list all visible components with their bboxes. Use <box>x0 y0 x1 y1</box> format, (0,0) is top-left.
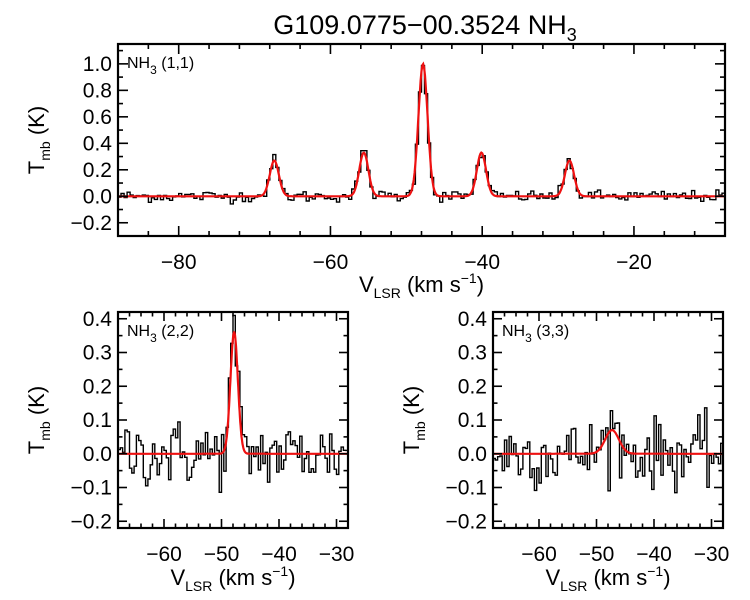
panel-label: NH3 (2,2) <box>127 323 194 345</box>
y-tick-label: −0.2 <box>71 510 112 533</box>
y-tick-label: 0.4 <box>83 308 113 331</box>
y-tick-label: 0.4 <box>83 132 113 155</box>
x-axis-label: VLSR (km s−1) <box>359 270 484 301</box>
x-axis-label: VLSR (km s−1) <box>170 563 295 594</box>
x-tick-label: −60 <box>146 543 182 566</box>
x-axis-label: VLSR (km s−1) <box>545 563 670 594</box>
panel-nh3-33: −60 −50 −40 −30 −0.2 −0.1 0.0 0.1 0.2 0.3 0.4 NH3 (… <box>399 308 729 594</box>
x-tick-label: −40 <box>464 251 500 274</box>
y-tick-label: −0.2 <box>446 510 487 533</box>
x-tick-label: −30 <box>319 543 355 566</box>
x-tick-label: −60 <box>521 543 557 566</box>
fit-curve-line <box>118 61 725 198</box>
x-tick-label: −60 <box>313 251 349 274</box>
x-tick-label: −40 <box>636 543 672 566</box>
y-tick-label: 0.2 <box>83 375 112 398</box>
panel-nh3-22: −60 −50 −40 −30 −0.2 −0.1 0.0 0.1 0.2 0.3 0.4 NH3 (… <box>24 308 354 594</box>
y-tick-label: 0.3 <box>83 342 112 365</box>
y-tick-label: −0.2 <box>71 212 112 235</box>
y-tick-label: −0.1 <box>446 477 487 500</box>
x-tick-label: −30 <box>694 543 730 566</box>
y-tick-label: 0.0 <box>458 443 487 466</box>
y-axis-label: Tmb (K) <box>24 386 53 454</box>
x-tick-label: −50 <box>204 543 240 566</box>
y-tick-label: −0.1 <box>71 477 112 500</box>
observed-spectrum-line <box>118 314 348 493</box>
y-tick-label: 0.6 <box>83 106 112 129</box>
panel-label: NH3 (1,1) <box>127 55 194 77</box>
x-tick-label: −50 <box>579 543 615 566</box>
y-tick-label: 0.8 <box>83 79 112 102</box>
y-tick-label: 1.0 <box>83 53 112 76</box>
observed-spectrum-line <box>118 64 725 205</box>
y-tick-label: 0.4 <box>458 308 488 331</box>
y-tick-label: 0.3 <box>458 342 487 365</box>
y-axis-label: Tmb (K) <box>399 386 428 454</box>
panel-nh3-11: −80 −60 −40 −20 −0.2 0.0 0.2 0.4 0.6 0.8 1.0 NH3 (1… <box>24 42 727 301</box>
y-tick-label: 0.0 <box>83 185 112 208</box>
y-tick-label: 0.1 <box>83 409 112 432</box>
figure-title: G109.0775−00.3524 NH3 <box>273 10 577 45</box>
y-tick-label: 0.2 <box>83 159 112 182</box>
y-tick-label: 0.2 <box>458 375 487 398</box>
y-tick-label: 0.0 <box>83 443 112 466</box>
x-tick-label: −20 <box>616 251 652 274</box>
fit-curve-line <box>118 331 348 455</box>
y-axis-label: Tmb (K) <box>24 106 53 174</box>
observed-spectrum-line <box>493 407 723 494</box>
y-tick-label: 0.1 <box>458 409 487 432</box>
x-tick-label: −80 <box>161 251 197 274</box>
panel-label: NH3 (3,3) <box>502 323 569 345</box>
x-tick-label: −40 <box>261 543 297 566</box>
fit-curve-line <box>493 429 723 455</box>
